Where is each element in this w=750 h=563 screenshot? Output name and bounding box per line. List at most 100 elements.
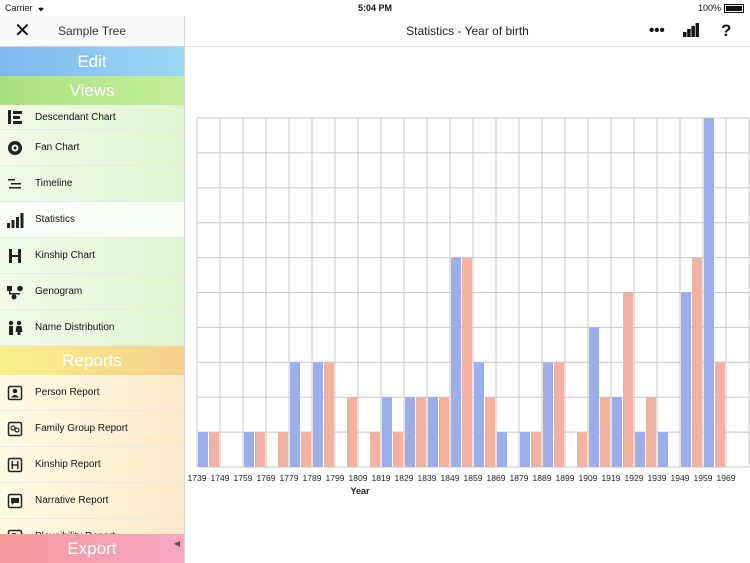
x-tick-label: 1909 xyxy=(579,473,598,483)
main-titlebar: Statistics - Year of birth ••• ? xyxy=(185,16,750,47)
export-label: Export xyxy=(67,539,117,558)
section-views[interactable]: Views xyxy=(0,76,184,105)
chart-bar xyxy=(600,397,610,467)
x-tick-label: 1789 xyxy=(303,473,322,483)
x-tick-label: 1809 xyxy=(349,473,368,483)
chart-bar xyxy=(290,362,300,467)
x-tick-label: 1839 xyxy=(418,473,437,483)
chart-bar xyxy=(692,257,702,467)
x-tick-label: 1939 xyxy=(648,473,667,483)
sidebar-item-label: Statistics xyxy=(35,214,76,225)
sidebar-item-timeline[interactable]: Timeline xyxy=(0,166,184,202)
close-icon[interactable]: ✕ xyxy=(14,20,31,42)
collapse-arrow-icon[interactable]: ◀ xyxy=(173,539,180,548)
chart-icon[interactable] xyxy=(683,23,699,41)
sidebar-item-statistics[interactable]: Statistics xyxy=(0,202,184,238)
sidebar-item-label: Fan Chart xyxy=(35,142,80,153)
x-tick-label: 1899 xyxy=(556,473,575,483)
chart-bar xyxy=(393,432,403,467)
more-icon[interactable]: ••• xyxy=(649,22,665,39)
sidebar-item-label: Kinship Chart xyxy=(35,250,96,261)
x-axis-label: Year xyxy=(350,486,370,496)
chart-bar xyxy=(301,432,311,467)
tree-name: Sample Tree xyxy=(58,24,127,38)
views-list: Descendant Chart Fan Chart Timeline Stat… xyxy=(0,105,184,346)
statistics-icon xyxy=(6,211,24,229)
x-tick-label: 1759 xyxy=(234,473,253,483)
section-export[interactable]: Export ◀ xyxy=(0,534,184,563)
fan-chart-icon xyxy=(6,139,24,157)
sidebar-item-descendant-chart[interactable]: Descendant Chart xyxy=(0,105,184,130)
chart-bar xyxy=(681,292,691,467)
chart-bar xyxy=(715,362,725,467)
carrier-label: Carrier xyxy=(5,3,45,13)
kinship-chart-icon xyxy=(6,247,24,265)
x-tick-label: 1869 xyxy=(487,473,506,483)
sidebar: ✕ Sample Tree Edit Views Descendant Char… xyxy=(0,16,185,563)
x-tick-label: 1829 xyxy=(395,473,414,483)
timeline-icon xyxy=(6,175,24,193)
chart-bar xyxy=(405,397,415,467)
carrier-text: Carrier xyxy=(5,3,33,13)
x-tick-label: 1769 xyxy=(257,473,276,483)
x-tick-label: 1959 xyxy=(694,473,713,483)
chart-bar xyxy=(347,397,357,467)
chart-bar xyxy=(209,432,219,467)
chart-bar xyxy=(531,432,541,467)
reports-list: Person Report Family Group Report Kinshi… xyxy=(0,375,184,555)
sidebar-item-fan-chart[interactable]: Fan Chart xyxy=(0,130,184,166)
battery-icon xyxy=(724,3,744,13)
chart-bar xyxy=(589,327,599,467)
help-icon[interactable]: ? xyxy=(721,21,732,40)
x-tick-label: 1799 xyxy=(326,473,345,483)
wifi-icon xyxy=(37,7,44,12)
chart-bar xyxy=(278,432,288,467)
kinship-report-icon xyxy=(6,456,24,474)
sidebar-item-kinship-report[interactable]: Kinship Report xyxy=(0,447,184,483)
status-bar: Carrier 5:04 PM 100% xyxy=(0,0,750,16)
sidebar-item-kinship-chart[interactable]: Kinship Chart xyxy=(0,238,184,274)
sidebar-item-label: Descendant Chart xyxy=(35,111,116,123)
section-edit[interactable]: Edit xyxy=(0,47,184,76)
chart-bar xyxy=(612,397,622,467)
name-distribution-icon xyxy=(6,319,24,337)
chart-bar xyxy=(439,397,449,467)
chart-bar xyxy=(474,362,484,467)
chart-bar xyxy=(255,432,265,467)
x-tick-label: 1849 xyxy=(441,473,460,483)
x-tick-label: 1969 xyxy=(717,473,736,483)
chart-bar xyxy=(543,362,553,467)
sidebar-item-genogram[interactable]: Genogram xyxy=(0,274,184,310)
main-panel: Statistics - Year of birth ••• ? 1739 174… xyxy=(185,16,750,563)
chart-bar xyxy=(658,432,668,467)
sidebar-item-family-group-report[interactable]: Family Group Report xyxy=(0,411,184,447)
x-tick-label: 1819 xyxy=(372,473,391,483)
sidebar-item-name-distribution[interactable]: Name Distribution xyxy=(0,310,184,346)
narrative-report-icon xyxy=(6,492,24,510)
chart-bar xyxy=(577,432,587,467)
chart-bar xyxy=(497,432,507,467)
chart-bar xyxy=(244,432,254,467)
chart-bar xyxy=(428,397,438,467)
chart-bar xyxy=(451,257,461,467)
descendant-chart-icon xyxy=(6,108,24,126)
chart-bar xyxy=(313,362,323,467)
chart-bar xyxy=(382,397,392,467)
chart-bar xyxy=(520,432,530,467)
sidebar-item-label: Person Report xyxy=(35,387,100,398)
clock: 5:04 PM xyxy=(357,3,392,13)
x-tick-label: 1879 xyxy=(510,473,529,483)
chart-bar xyxy=(370,432,380,467)
x-tick-label: 1929 xyxy=(625,473,644,483)
genogram-icon xyxy=(6,283,24,301)
sidebar-item-person-report[interactable]: Person Report xyxy=(0,375,184,411)
sidebar-item-narrative-report[interactable]: Narrative Report xyxy=(0,483,184,519)
x-tick-label: 1779 xyxy=(280,473,299,483)
page-title: Statistics - Year of birth xyxy=(406,24,529,38)
chart-bar xyxy=(554,362,564,467)
sidebar-item-label: Timeline xyxy=(35,178,73,189)
x-tick-label: 1889 xyxy=(533,473,552,483)
battery-percent: 100% xyxy=(697,3,721,13)
x-tick-label: 1919 xyxy=(602,473,621,483)
section-reports[interactable]: Reports xyxy=(0,346,184,375)
